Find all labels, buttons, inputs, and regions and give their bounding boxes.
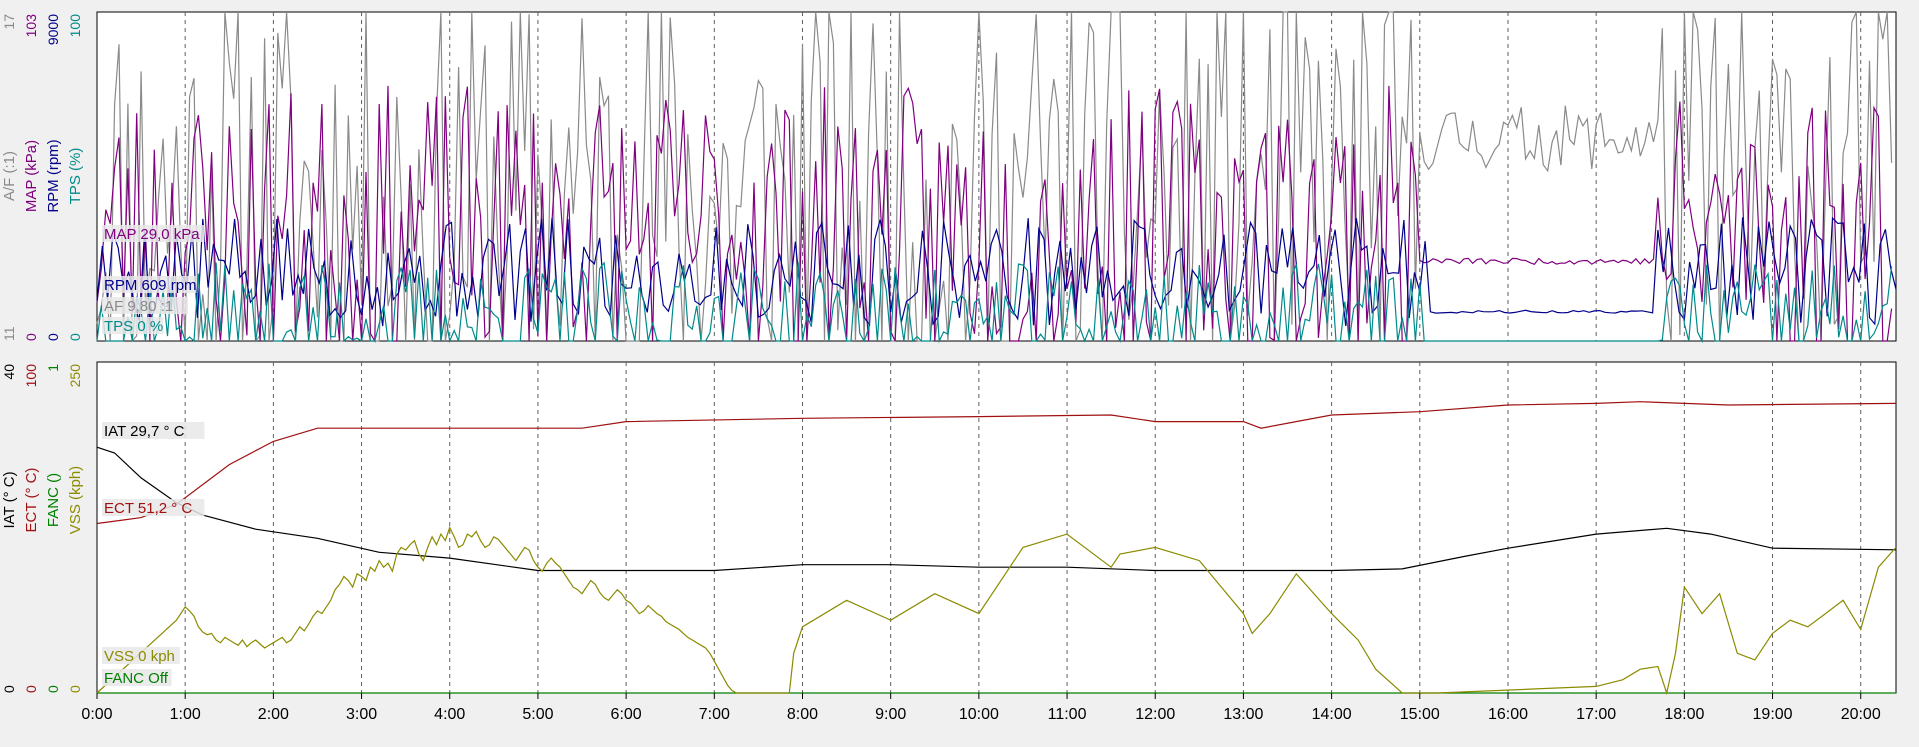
x-tick-label: 13:00: [1223, 706, 1263, 723]
readout-map-kpa: MAP 29,0 kPa: [104, 226, 200, 243]
x-tick-label: 20:00: [1841, 706, 1881, 723]
readout-bg: [102, 422, 205, 439]
readout-tps: TPS 0 %: [104, 318, 163, 335]
readout-bg: [102, 499, 205, 516]
top-panel[interactable]: A/F (:1) 17 11 MAP (kPa) 103 0 RPM (rpm) 9000 0 T…: [1, 11, 1897, 344]
axis-bottom-tick-rpm-rpm: 0: [45, 333, 61, 341]
x-tick-label: 4:00: [434, 706, 465, 723]
series-line-vss-kph: [96, 525, 1897, 696]
x-axis: 0:00 1:00 2:00 3:00 4:00 5:00 6:00 7:00 8:00 9:00…: [81, 693, 1881, 723]
x-tick-label: 10:00: [959, 706, 999, 723]
series-line-rpm-rpm: [96, 216, 1897, 327]
x-tick-label: 8:00: [787, 706, 818, 723]
x-tick-label: 18:00: [1664, 706, 1704, 723]
readout-fanc: FANC Off: [104, 670, 169, 687]
axis-label-ect-c: ECT (° C): [23, 468, 40, 533]
x-tick-label: 1:00: [170, 706, 201, 723]
axis-bottom-tick-tps: 0: [67, 333, 83, 341]
x-tick-label: 2:00: [258, 706, 289, 723]
axis-label-tps: TPS (%): [67, 148, 84, 205]
axis-bottom-tick-fanc: 0: [45, 685, 61, 693]
bottom-panel[interactable]: IAT (° C) 40 0 ECT (° C) 100 0 FANC () 1 0 VSS (k…: [1, 361, 1897, 696]
x-tick-label: 14:00: [1312, 706, 1352, 723]
axis-top-tick-rpm-rpm: 9000: [45, 14, 61, 45]
series-line-tps: [96, 261, 1893, 344]
axis-top-tick-iat-c: 40: [1, 364, 17, 380]
x-tick-label: 6:00: [611, 706, 642, 723]
axis-top-tick-a-f-1: 17: [1, 14, 17, 30]
readout-a-f-1: AF 9,80 :1: [104, 298, 173, 315]
axis-bottom-tick-ect-c: 0: [23, 685, 39, 693]
axis-label-fanc: FANC (): [45, 473, 62, 527]
axis-bottom-tick-map-kpa: 0: [23, 333, 39, 341]
axis-label-a-f-1: A/F (:1): [1, 151, 18, 201]
axis-top-tick-map-kpa: 103: [23, 14, 39, 38]
axis-top-tick-fanc: 1: [45, 364, 61, 372]
readout-bg: [102, 276, 197, 293]
x-tick-label: 19:00: [1753, 706, 1793, 723]
series-line-iat-c: [96, 446, 1897, 572]
readout-iat-c: IAT 29,7 ° C: [104, 423, 185, 440]
axis-bottom-tick-iat-c: 0: [1, 685, 17, 693]
axis-bottom-tick-a-f-1: 11: [1, 326, 17, 341]
axis-top-tick-ect-c: 100: [23, 364, 39, 388]
x-tick-label: 12:00: [1135, 706, 1175, 723]
series-line-ect-c: [96, 401, 1897, 525]
axis-label-iat-c: IAT (° C): [1, 471, 18, 528]
x-tick-label: 15:00: [1400, 706, 1440, 723]
series-line-a-f-1: [96, 11, 1893, 343]
x-tick-label: 17:00: [1576, 706, 1616, 723]
x-tick-label: 7:00: [699, 706, 730, 723]
axis-label-map-kpa: MAP (kPa): [23, 140, 40, 212]
readout-bg: [102, 225, 205, 242]
axis-top-tick-tps: 100: [67, 14, 83, 38]
x-tick-label: 9:00: [875, 706, 906, 723]
x-tick-label: 16:00: [1488, 706, 1528, 723]
readout-vss-kph: VSS 0 kph: [104, 648, 175, 665]
x-tick-label: 11:00: [1048, 706, 1087, 723]
readout-bg: [102, 297, 188, 314]
readout-bg: [102, 647, 180, 664]
axis-label-rpm-rpm: RPM (rpm): [45, 139, 62, 212]
axis-label-vss-kph: VSS (kph): [67, 466, 84, 534]
readout-bg: [102, 317, 164, 334]
readout-bg: [102, 669, 172, 686]
readout-ect-c: ECT 51,2 ° C: [104, 500, 192, 517]
x-tick-label: 3:00: [346, 706, 377, 723]
x-tick-label: 5:00: [522, 706, 553, 723]
axis-bottom-tick-vss-kph: 0: [67, 685, 83, 693]
axis-top-tick-vss-kph: 250: [67, 364, 83, 388]
readout-rpm-rpm: RPM 609 rpm: [104, 277, 197, 294]
x-tick-label: 0:00: [81, 706, 112, 723]
